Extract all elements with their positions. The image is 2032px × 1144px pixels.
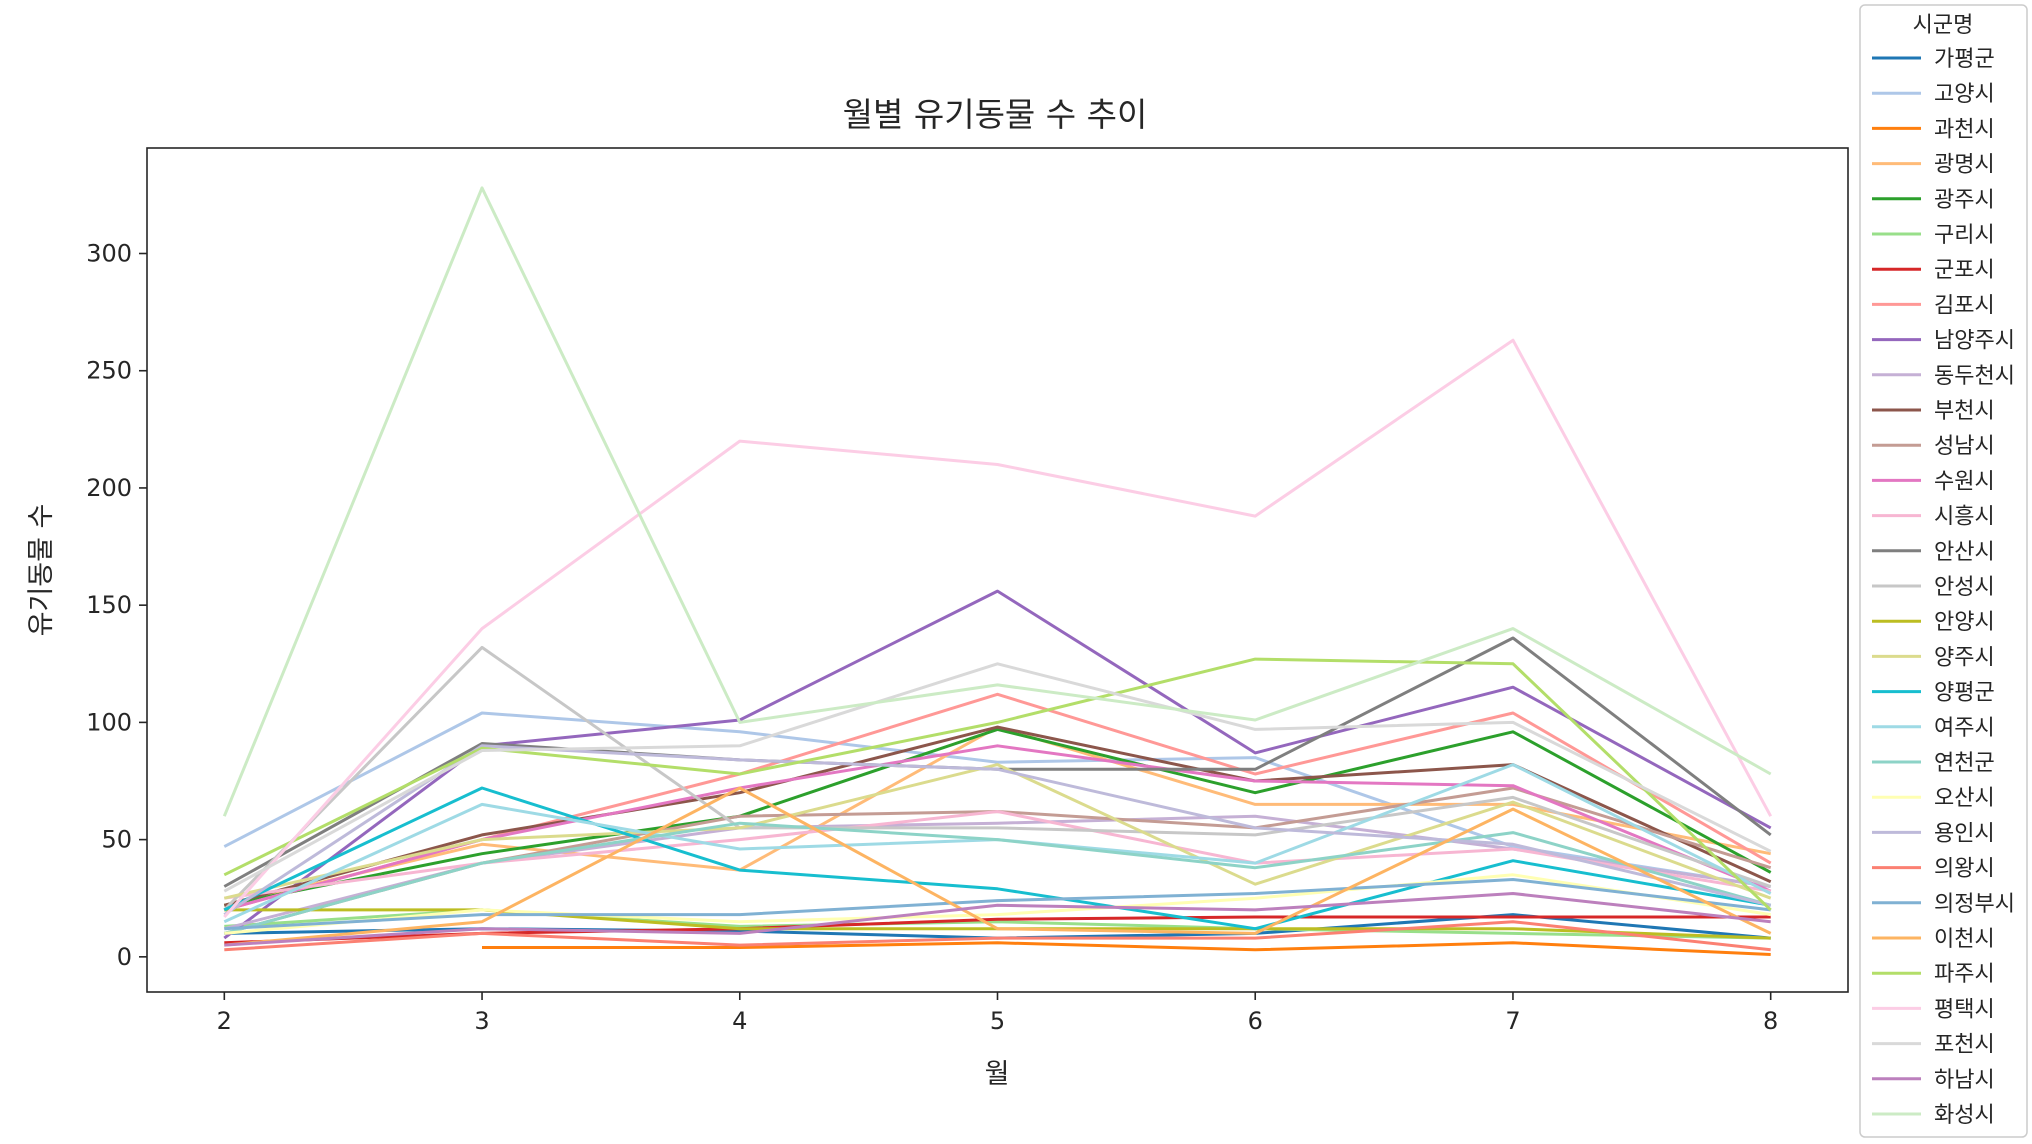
legend-entry-label: 평택시 <box>1934 997 1995 1022</box>
x-tick-label: 3 <box>474 1007 489 1035</box>
legend-entry-label: 과천시 <box>1934 117 1995 142</box>
legend-entry-label: 수원시 <box>1934 469 1995 494</box>
y-tick-label: 50 <box>101 826 132 854</box>
series-line-양주시 <box>223 763 1772 900</box>
legend-entry-label: 고양시 <box>1934 82 1995 107</box>
series-line-과천시 <box>482 941 1771 956</box>
legend-entry-label: 용인시 <box>1934 821 1995 846</box>
legend-entry-label: 안성시 <box>1934 575 1995 600</box>
legend-entry-label: 연천군 <box>1934 751 1995 776</box>
legend-entry-label: 김포시 <box>1934 293 1995 318</box>
legend-entry-label: 성남시 <box>1934 434 1995 459</box>
series-line-화성시 <box>222 186 1772 817</box>
legend-entry-label: 여주시 <box>1934 716 1995 741</box>
series-line-고양시 <box>223 711 1771 888</box>
y-tick-label: 100 <box>86 708 132 736</box>
legend-entry-label: 오산시 <box>1934 786 1995 811</box>
legend: 시군명 가평군고양시과천시광명시광주시구리시군포시김포시남양주시동두천시부천시성… <box>1859 4 2028 1138</box>
legend-entry-label: 이천시 <box>1934 927 1995 952</box>
plot-area-frame <box>146 147 1849 993</box>
series-line-의정부시 <box>224 878 1771 931</box>
legend-entry-label: 광명시 <box>1934 153 1995 178</box>
series-line-용인시 <box>223 744 1772 916</box>
legend-entry-label: 포천시 <box>1934 1033 1995 1058</box>
series-line-오산시 <box>224 873 1771 935</box>
x-tick-label: 5 <box>990 1007 1005 1035</box>
legend-entry-label: 하남시 <box>1934 1068 1995 1093</box>
series-line-파주시 <box>223 657 1772 911</box>
series-line-포천시 <box>223 662 1772 893</box>
legend-entry-label: 남양주시 <box>1934 329 2015 354</box>
x-tick-label: 8 <box>1763 1007 1778 1035</box>
legend-entry-label: 안산시 <box>1934 540 1995 565</box>
legend-entry-label: 파주시 <box>1934 962 1995 987</box>
legend-title: 시군명 <box>1913 13 1974 38</box>
x-axis-label: 월 <box>985 1059 1010 1090</box>
x-tick-label: 2 <box>217 1007 232 1035</box>
legend-entry-label: 시흥시 <box>1934 505 1995 530</box>
x-axis: 2 3 4 5 6 7 8 <box>217 992 1778 1035</box>
legend-entry-label: 의왕시 <box>1934 857 1995 882</box>
y-axis-label: 유기동물 수 <box>26 504 57 637</box>
legend-entry-label: 군포시 <box>1934 258 1995 283</box>
y-tick-label: 250 <box>86 357 132 385</box>
series-lines <box>222 186 1773 956</box>
chart-title: 월별 유기동물 수 추이 <box>843 95 1148 134</box>
x-tick-label: 6 <box>1248 1007 1263 1035</box>
legend-entry-label: 양평군 <box>1934 681 1995 706</box>
series-line-하남시 <box>224 892 1771 947</box>
x-tick-label: 7 <box>1505 1007 1520 1035</box>
y-tick-label: 300 <box>86 240 132 268</box>
legend-entry-label: 양주시 <box>1934 645 1995 670</box>
y-tick-label: 0 <box>117 943 132 971</box>
legend-entry-label: 안양시 <box>1934 610 1995 635</box>
y-tick-label: 200 <box>86 474 132 502</box>
y-tick-label: 150 <box>86 591 132 619</box>
legend-entry-label: 동두천시 <box>1934 364 2015 389</box>
x-tick-label: 4 <box>732 1007 747 1035</box>
legend-entry-label: 구리시 <box>1934 223 1995 248</box>
series-line-안성시 <box>223 645 1772 911</box>
legend-entry-label: 의정부시 <box>1934 892 2015 917</box>
series-line-광주시 <box>224 727 1772 907</box>
series-line-연천군 <box>223 821 1772 935</box>
legend-entry-label: 화성시 <box>1934 1103 1995 1128</box>
legend-entry-label: 가평군 <box>1934 47 1995 72</box>
series-line-양평군 <box>223 786 1771 931</box>
legend-frame <box>1859 4 2028 1138</box>
legend-entry-label: 부천시 <box>1934 399 1995 424</box>
series-line-이천시 <box>224 786 1772 947</box>
series-line-평택시 <box>223 338 1773 918</box>
legend-entry-label: 광주시 <box>1934 188 1995 213</box>
y-axis: 0 50 100 150 200 250 300 <box>86 240 147 971</box>
series-line-의왕시 <box>224 920 1771 952</box>
